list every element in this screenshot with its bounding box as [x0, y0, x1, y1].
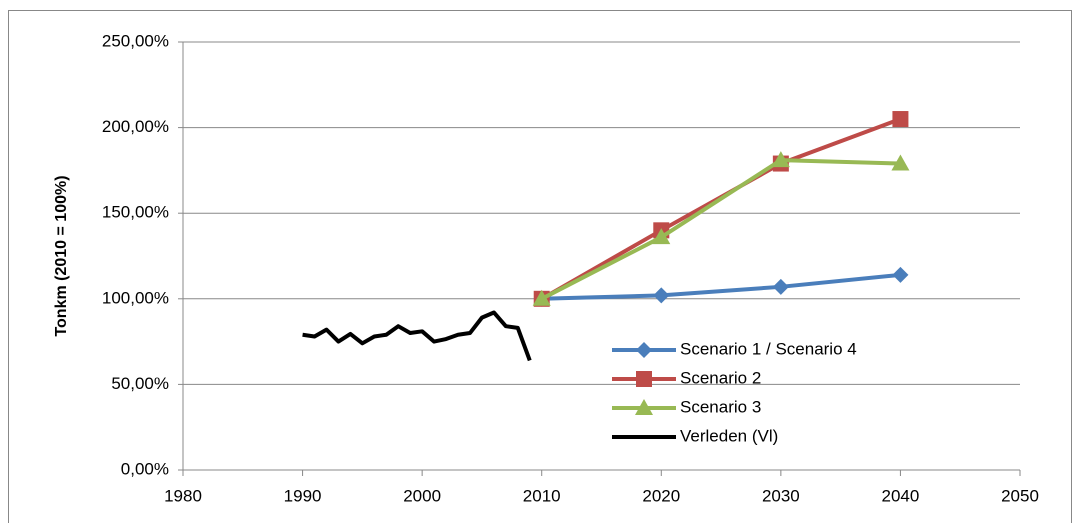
marker — [892, 266, 909, 283]
legend-label: Verleden (Vl) — [680, 426, 778, 445]
y-tick-label: 200,00% — [102, 117, 169, 136]
legend-label: Scenario 3 — [680, 397, 761, 416]
y-tick-label: 0,00% — [121, 459, 169, 478]
marker — [652, 228, 671, 245]
legend-label: Scenario 2 — [680, 368, 761, 387]
x-tick-label: 1980 — [164, 486, 202, 505]
series-line — [541, 272, 901, 301]
y-axis-label: Tonkm (2010 = 100%) — [53, 175, 70, 336]
marker — [891, 154, 910, 171]
y-tick-label: 50,00% — [111, 374, 169, 393]
marker — [653, 287, 670, 304]
x-tick-label: 1990 — [284, 486, 322, 505]
marker — [771, 151, 790, 168]
legend-label: Scenario 1 / Scenario 4 — [680, 339, 857, 358]
marker — [772, 278, 789, 295]
marker — [636, 371, 652, 387]
series-line — [540, 158, 901, 301]
x-tick-label: 2000 — [403, 486, 441, 505]
series-line — [302, 310, 532, 362]
x-tick-label: 2040 — [882, 486, 920, 505]
y-tick-label: 150,00% — [102, 203, 169, 222]
y-tick-label: 250,00% — [102, 31, 169, 50]
marker — [892, 111, 909, 128]
chart-border — [8, 10, 1072, 523]
marker — [636, 342, 652, 358]
x-tick-label: 2030 — [762, 486, 800, 505]
x-tick-label: 2050 — [1001, 486, 1039, 505]
marker — [532, 289, 551, 306]
x-tick-label: 2010 — [523, 486, 561, 505]
marker — [635, 399, 653, 415]
y-tick-label: 100,00% — [102, 288, 169, 307]
x-tick-label: 2020 — [642, 486, 680, 505]
